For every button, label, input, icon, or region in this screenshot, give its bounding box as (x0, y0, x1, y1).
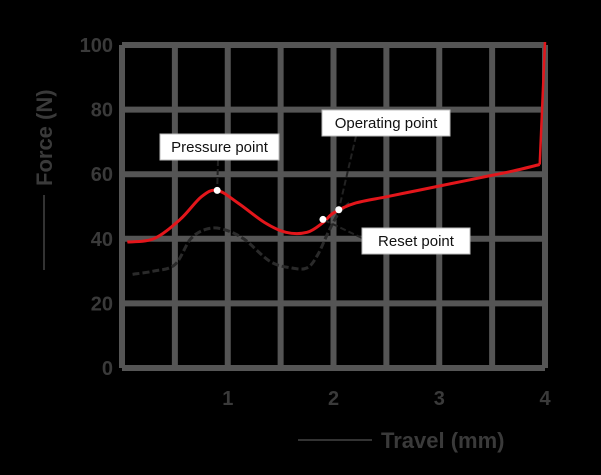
y-tick-label: 80 (91, 100, 113, 122)
operating-point-leader (337, 135, 357, 210)
x-axis-label: Travel (mm) (381, 428, 505, 453)
y-tick-label: 20 (91, 293, 113, 315)
reset-point-box (361, 227, 471, 255)
y-tick-label: 0 (102, 358, 113, 380)
pressure-point-marker (213, 186, 221, 194)
y-tick-label: 60 (91, 164, 113, 186)
y-tick-label: 40 (91, 229, 113, 251)
x-tick-label: 4 (539, 388, 551, 410)
operating-point-label: Operating point (335, 115, 438, 132)
operating-point-marker (335, 206, 343, 214)
pressure-point-leader (216, 159, 219, 191)
grid (119, 42, 548, 371)
release-curve (132, 202, 351, 276)
reset-point-leader (322, 218, 363, 239)
reset-point-marker (319, 215, 327, 223)
y-tick-label: 100 (80, 35, 113, 57)
y-axis-label: Force (N) (32, 89, 57, 186)
y-axis-label-group: Force (N) (32, 89, 57, 270)
x-tick-label: 1 (222, 388, 233, 410)
x-tick-label: 2 (328, 388, 339, 410)
callouts: Pressure point Operating point Reset point (159, 109, 471, 255)
x-axis-label-group: Travel (mm) (298, 428, 505, 453)
reset-point-label: Reset point (378, 233, 455, 250)
curves (127, 41, 547, 276)
press-curve-end (538, 41, 547, 165)
pressure-point-box (159, 133, 280, 161)
pressure-point-label: Pressure point (171, 139, 269, 156)
x-tick-label: 3 (434, 388, 445, 410)
operating-point-box (321, 109, 451, 137)
tick-labels: 0 20 40 60 80 100 1 2 3 4 (80, 35, 552, 410)
press-curve (127, 163, 541, 244)
